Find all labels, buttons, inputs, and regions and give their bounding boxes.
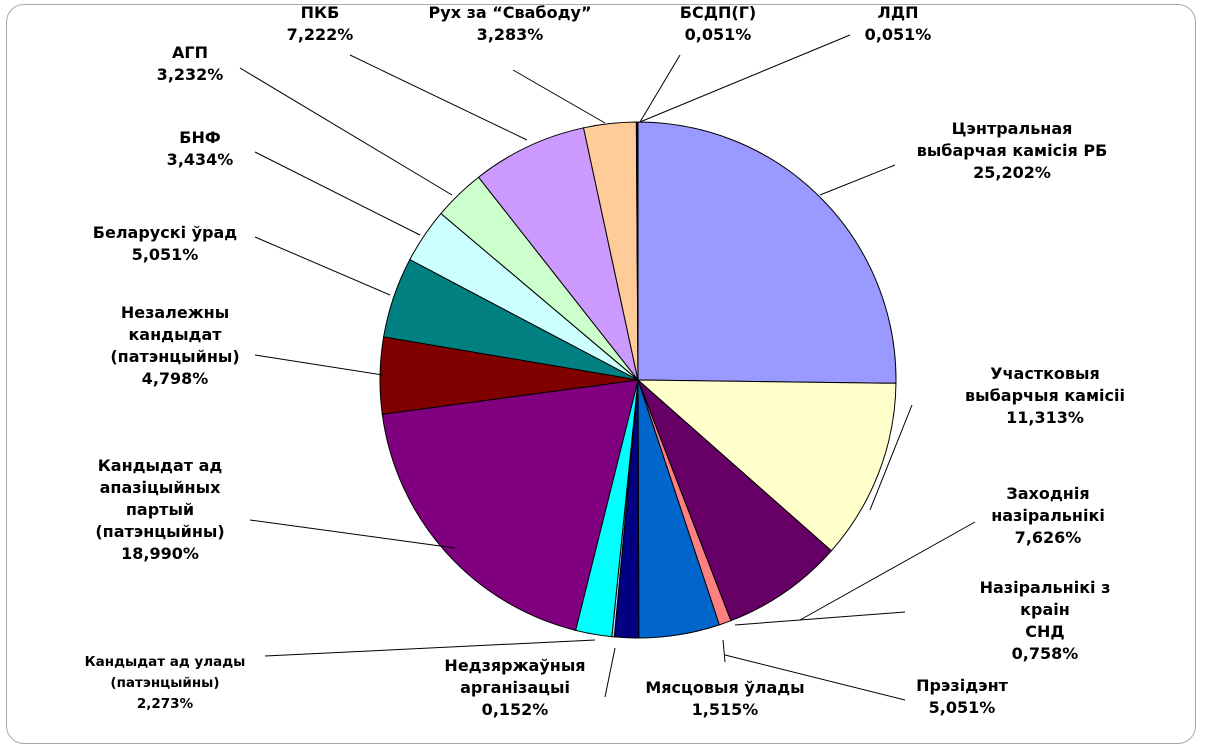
leader-line <box>724 654 906 701</box>
slice-value: 0,051% <box>864 25 932 44</box>
leader-line <box>799 521 976 621</box>
leader-line <box>254 151 421 236</box>
slice-label: БНФ 3,434% <box>167 127 234 171</box>
leader-line <box>819 164 896 196</box>
slice-name: Рух за “Свабоду” <box>428 3 592 22</box>
slice-value: 7,222% <box>286 25 354 44</box>
leader-line <box>239 67 453 196</box>
slice-label: Прэзідэнт 5,051% <box>916 675 1008 719</box>
pie-slice <box>636 379 897 552</box>
leader-line <box>254 354 384 376</box>
leader-line <box>639 34 851 123</box>
slice-label: БСДП(Г) 0,051% <box>680 2 756 46</box>
slice-label: Участковыя выбарчыя камісіі 11,313% <box>965 363 1125 429</box>
slice-value: 25,202% <box>973 163 1051 182</box>
leader-line <box>639 54 681 123</box>
slice-value: 0,152% <box>481 700 549 719</box>
slice-label: Мясцовыя ўлады 1,515% <box>645 677 804 721</box>
pie-slice <box>477 127 639 381</box>
slice-name: Незалежны кандыдат (патэнцыйны) <box>110 303 240 366</box>
slice-value: 3,232% <box>156 65 224 84</box>
slice-label: Назіральнікі з краін СНД 0,758% <box>965 577 1125 665</box>
slice-name: Участковыя выбарчыя камісіі <box>965 364 1125 405</box>
slice-value: 11,313% <box>1006 408 1084 427</box>
slice-name: БСДП(Г) <box>679 3 757 22</box>
leader-line <box>604 647 616 698</box>
pie-slice <box>637 121 897 384</box>
slice-name: Беларускі ўрад <box>92 223 238 242</box>
slice-name: БНФ <box>179 128 221 147</box>
slice-value: 4,798% <box>141 369 209 388</box>
slice-label: ПКБ 7,222% <box>287 2 354 46</box>
slice-name: Заходнія назіральнікі <box>991 484 1105 525</box>
slice-label: Цэнтральная выбарчая камісія РБ 25,202% <box>917 118 1108 184</box>
slice-label: Кандыдат ад апазіцыйных партый (патэнцый… <box>95 455 224 565</box>
leader-line <box>734 611 906 626</box>
slice-label: ЛДП 0,051% <box>865 2 932 46</box>
slice-value: 18,990% <box>121 544 199 563</box>
slice-name: Назіральнікі з краін СНД <box>979 578 1111 641</box>
slice-value: 5,051% <box>928 698 996 717</box>
leader-line <box>349 54 528 141</box>
slice-value: 0,051% <box>684 25 752 44</box>
leader-line <box>869 404 913 511</box>
slice-name: Прэзідэнт <box>916 676 1008 695</box>
slice-label: Незалежны кандыдат (патэнцыйны) 4,798% <box>110 302 239 390</box>
leader-line <box>254 236 391 296</box>
slice-name: Кандыдат ад апазіцыйных партый (патэнцый… <box>95 456 225 541</box>
slice-name: Недзяржаўныя арганізацыі <box>444 656 586 697</box>
slice-label: Рух за “Свабоду” 3,283% <box>429 2 592 46</box>
leader-line <box>722 639 726 663</box>
leader-line <box>264 639 596 657</box>
leader-line <box>512 69 606 124</box>
slice-label: Беларускі ўрад 5,051% <box>93 222 237 266</box>
slice-name: Цэнтральная выбарчая камісія РБ <box>916 119 1108 160</box>
slice-label: Кандыдат ад улады (патэнцыйны) 2,273% <box>85 652 246 715</box>
slice-name: АГП <box>172 43 208 62</box>
slice-name: Кандыдат ад улады (патэнцыйны) <box>84 654 246 691</box>
slice-name: ЛДП <box>877 3 919 22</box>
slice-label: Заходнія назіральнікі 7,626% <box>991 483 1105 549</box>
slice-value: 0,758% <box>1011 644 1079 663</box>
slice-value: 3,434% <box>166 150 234 169</box>
slice-value: 7,626% <box>1014 528 1082 547</box>
slice-name: Мясцовыя ўлады <box>645 678 805 697</box>
pie-slice <box>381 379 639 631</box>
leader-line <box>249 519 456 549</box>
pie-slice <box>637 379 833 622</box>
slice-label: Недзяржаўныя арганізацыі 0,152% <box>444 655 585 721</box>
slice-value: 2,273% <box>136 696 194 712</box>
slice-value: 3,283% <box>476 25 544 44</box>
slice-value: 1,515% <box>691 700 759 719</box>
slice-name: ПКБ <box>300 3 340 22</box>
pie-slice <box>636 121 639 381</box>
slice-value: 5,051% <box>131 245 199 264</box>
slice-label: АГП 3,232% <box>157 42 224 86</box>
